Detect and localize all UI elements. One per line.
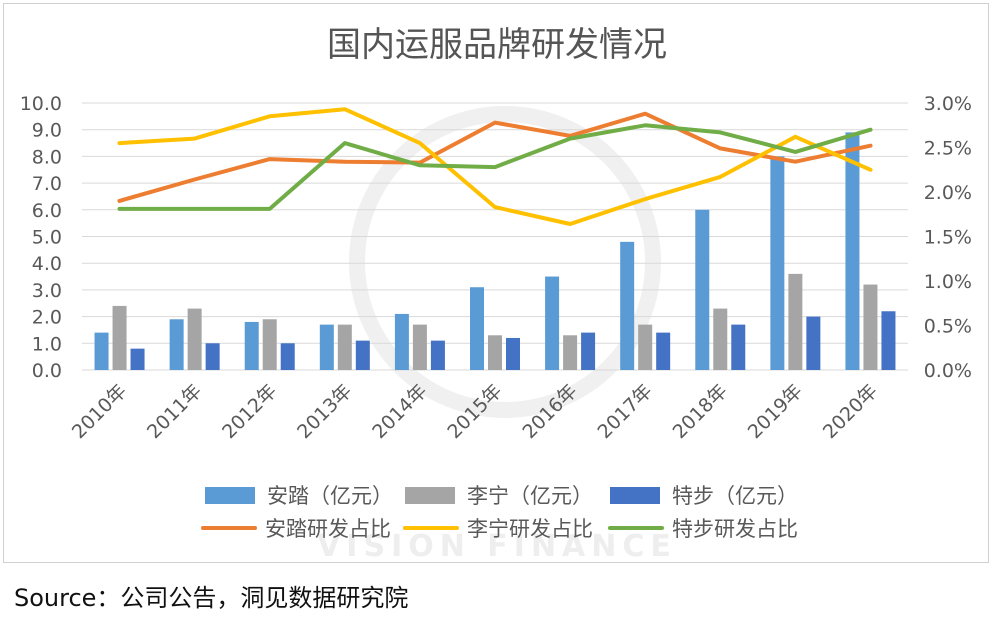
x-tick-label: 2018年	[669, 380, 732, 443]
chart-frame	[3, 3, 989, 563]
y-left-tick-label: 4.0	[32, 253, 62, 275]
legend-label: 李宁研发占比	[467, 517, 593, 541]
y-left-tick-label: 0.0	[32, 360, 62, 382]
y-right-tick-label: 0.5%	[924, 316, 972, 338]
bar-3	[355, 340, 370, 370]
x-tick-label: 2019年	[744, 380, 807, 443]
y-left-tick-label: 10.0	[20, 93, 62, 115]
bar-1	[244, 321, 259, 370]
y-left-tick-label: 5.0	[32, 227, 62, 249]
legend-swatch-bar-3	[610, 487, 660, 504]
x-tick-label: 2010年	[68, 380, 131, 443]
x-tick-label: 2014年	[368, 380, 431, 443]
line-series-1	[117, 111, 873, 203]
y-left-tick-label: 1.0	[32, 333, 62, 355]
bar-2	[337, 324, 352, 370]
bar-1	[845, 132, 860, 370]
bar-2	[863, 284, 878, 370]
bar-2	[112, 305, 127, 370]
y-left-tick-label: 2.0	[32, 307, 62, 329]
bar-2	[563, 335, 578, 370]
bar-3	[881, 311, 896, 370]
y-left-tick-label: 8.0	[32, 146, 62, 168]
bar-2	[788, 273, 803, 370]
y-right-tick-label: 2.5%	[924, 138, 972, 160]
y-left-tick-label: 6.0	[32, 200, 62, 222]
legend-label: 安踏（亿元）	[267, 484, 393, 508]
bar-3	[430, 340, 445, 370]
legend-label: 特步研发占比	[672, 517, 798, 541]
bar-3	[130, 348, 145, 370]
y-right-tick-label: 1.5%	[924, 227, 972, 249]
source-note: Source：公司公告，洞见数据研究院	[14, 584, 409, 612]
bar-3	[581, 332, 596, 370]
x-tick-label: 2011年	[143, 380, 206, 443]
bar-1	[695, 209, 710, 370]
bar-1	[394, 313, 409, 370]
watermark-text: VISION FINANCE	[317, 529, 677, 564]
bar-1	[545, 276, 560, 370]
y-right-tick-label: 2.0%	[924, 182, 972, 204]
x-tick-label: 2020年	[819, 380, 882, 443]
bar-2	[412, 324, 427, 370]
bar-1	[169, 319, 184, 370]
line-series-2	[117, 107, 873, 226]
bar-2	[262, 319, 277, 370]
chart-title: 国内运服品牌研发情况	[327, 25, 667, 65]
line-series-3	[117, 123, 873, 211]
y-right-tick-label: 1.0%	[924, 271, 972, 293]
chart: VISION FINANCE 国内运服品牌研发情况 0.0 1.0 2.0 3.0 4.0 5…	[20, 25, 972, 564]
y-right-tick-label: 0.0%	[924, 360, 972, 382]
x-tick-label: 2012年	[218, 380, 281, 443]
bar-2	[713, 308, 728, 370]
legend-label: 李宁（亿元）	[467, 484, 593, 508]
bar-3	[806, 316, 821, 370]
legend-label: 安踏研发占比	[265, 517, 391, 541]
bar-3	[280, 343, 295, 370]
legend-swatch-bar-2	[405, 487, 455, 504]
y-right-tick-label: 3.0%	[924, 93, 972, 115]
bar-3	[506, 337, 520, 370]
bar-3	[656, 332, 671, 370]
y-left-tick-label: 7.0	[32, 173, 62, 195]
legend-label: 特步（亿元）	[672, 484, 798, 508]
bar-1	[319, 324, 334, 370]
watermark-ring	[349, 106, 661, 418]
x-tick-label: 2017年	[594, 380, 657, 443]
bar-1	[94, 332, 109, 370]
bar-1	[620, 241, 635, 370]
x-tick-label: 2013年	[293, 380, 356, 443]
y-left-tick-label: 3.0	[32, 280, 62, 302]
bar-3	[205, 343, 220, 370]
bar-2	[638, 324, 653, 370]
bar-2	[488, 335, 502, 370]
bar-1	[470, 287, 484, 370]
bar-3	[731, 324, 746, 370]
bar-2	[187, 308, 202, 370]
bar-1	[770, 156, 785, 370]
y-left-tick-label: 9.0	[32, 120, 62, 142]
legend-swatch-bar-1	[205, 487, 255, 504]
